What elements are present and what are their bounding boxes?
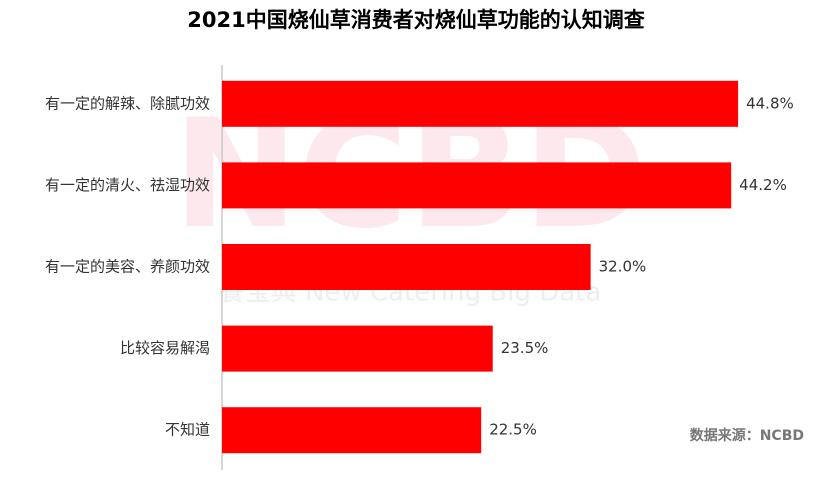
- bar: [222, 244, 591, 290]
- y-tick-label: 不知道: [165, 421, 210, 439]
- bar: [222, 325, 493, 372]
- y-tick-label: 有一定的清火、祛湿功效: [45, 176, 210, 194]
- y-tick-label: 有一定的美容、养颜功效: [45, 258, 210, 276]
- source-note: 数据来源：NCBD: [690, 427, 804, 444]
- value-label: 32.0%: [599, 258, 647, 276]
- bar: [222, 162, 732, 209]
- chart-title: 2021中国烧仙草消费者对烧仙草功能的认知调查: [187, 8, 644, 32]
- y-tick-label: 有一定的解辣、除腻功效: [45, 94, 210, 112]
- bar: [222, 407, 482, 454]
- value-label: 44.8%: [746, 94, 794, 112]
- value-label: 23.5%: [501, 339, 549, 357]
- value-label: 44.2%: [739, 176, 787, 194]
- value-label: 22.5%: [489, 421, 537, 439]
- y-tick-label: 比较容易解渴: [120, 339, 210, 357]
- bar: [222, 80, 739, 127]
